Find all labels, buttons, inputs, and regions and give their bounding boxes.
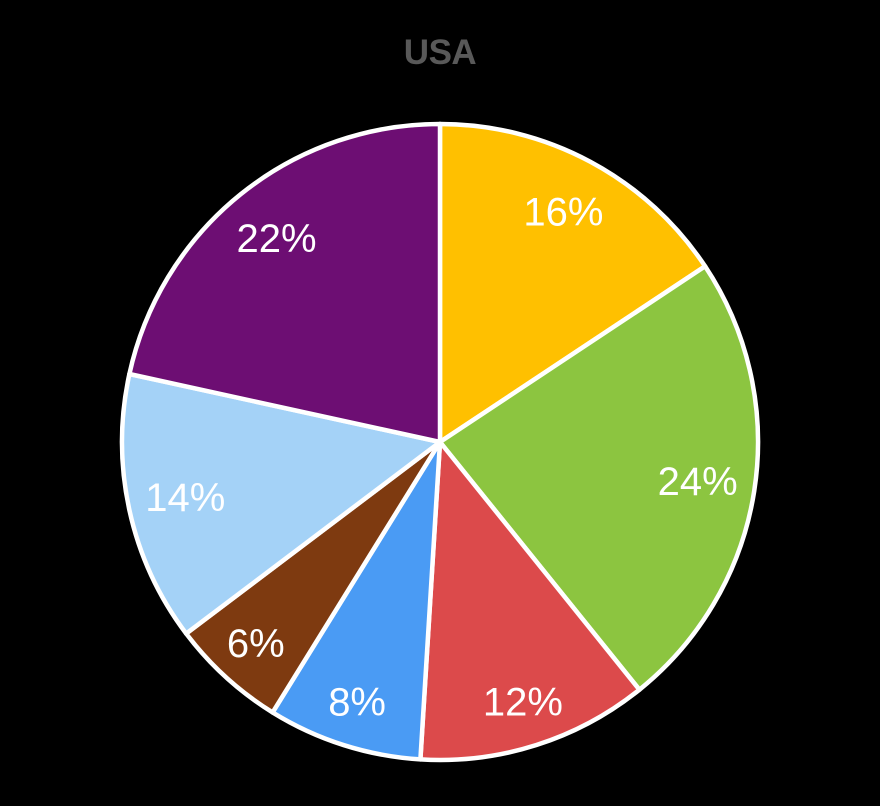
pie-slice-12pct xyxy=(418,439,642,763)
pie-slice-24pct xyxy=(437,264,761,692)
slice-label-14pct: 14% xyxy=(145,476,225,520)
pie-slice-16pct xyxy=(437,121,708,445)
slice-label-16pct: 16% xyxy=(523,190,603,234)
slice-label-24pct: 24% xyxy=(658,460,738,504)
pie-slice-8pct xyxy=(270,439,443,762)
pie-slice-14pct xyxy=(119,371,443,636)
slice-label-8pct: 8% xyxy=(328,681,386,725)
slice-label-6pct: 6% xyxy=(227,622,285,666)
chart-title: USA xyxy=(404,33,477,72)
pie-slice-22pct xyxy=(127,121,443,445)
slice-label-22pct: 22% xyxy=(236,217,316,261)
slice-label-12pct: 12% xyxy=(483,681,563,725)
pie-slices-group: 16% 24% 12% 8% 6% 14% 22% xyxy=(119,121,761,763)
